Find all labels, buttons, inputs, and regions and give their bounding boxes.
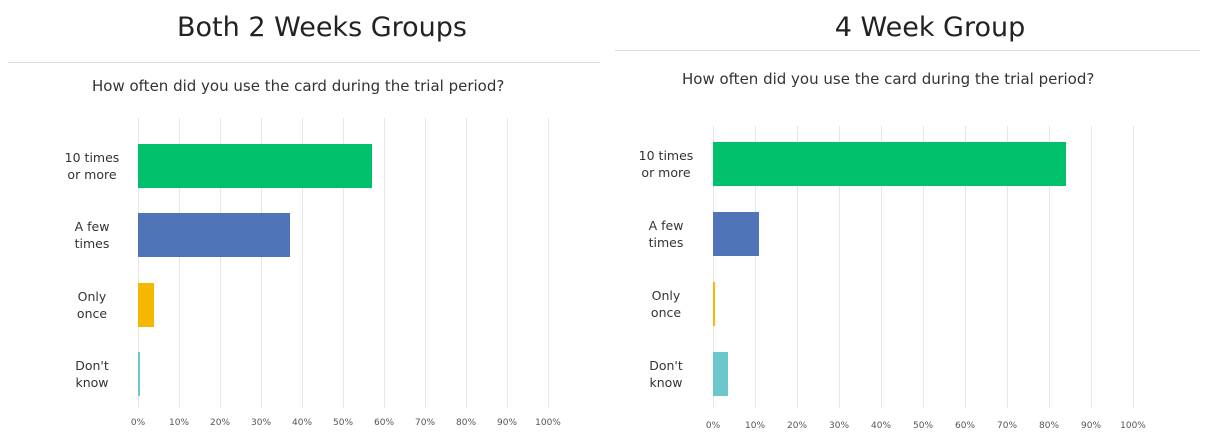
grid-line bbox=[261, 118, 262, 408]
grid-line bbox=[138, 118, 139, 408]
bar bbox=[713, 282, 716, 326]
grid-line bbox=[797, 126, 798, 408]
bar bbox=[713, 142, 1066, 186]
grid-line bbox=[220, 118, 221, 408]
grid-line bbox=[548, 118, 549, 408]
grid-line bbox=[839, 126, 840, 408]
x-tick-label: 40% bbox=[291, 418, 313, 428]
x-tick-label: 0% bbox=[705, 421, 721, 431]
grid-line bbox=[302, 118, 303, 408]
grid-line bbox=[507, 118, 508, 408]
x-tick-label: 70% bbox=[996, 421, 1018, 431]
x-tick-label: 50% bbox=[912, 421, 934, 431]
x-tick-label: 30% bbox=[250, 418, 272, 428]
category-label: Only once bbox=[76, 289, 108, 321]
grid-line bbox=[343, 118, 344, 408]
category-label: A few times bbox=[648, 218, 684, 250]
category-label: Don't know bbox=[649, 358, 683, 390]
grid-line bbox=[384, 118, 385, 408]
x-tick-label: 20% bbox=[209, 418, 231, 428]
x-tick-label: 60% bbox=[373, 418, 395, 428]
x-tick-label: 90% bbox=[1080, 421, 1102, 431]
chart-subtitle: How often did you use the card during th… bbox=[682, 70, 1095, 88]
x-tick-label: 0% bbox=[130, 418, 146, 428]
grid-line bbox=[1133, 126, 1134, 408]
x-tick-label: 70% bbox=[414, 418, 436, 428]
bar bbox=[713, 352, 728, 396]
grid-line bbox=[923, 126, 924, 408]
x-tick-label: 100% bbox=[535, 418, 561, 428]
category-label: Don't know bbox=[75, 358, 109, 390]
bar bbox=[713, 212, 760, 256]
grid-line bbox=[713, 126, 714, 408]
grid-line bbox=[881, 126, 882, 408]
x-tick-label: 30% bbox=[828, 421, 850, 431]
x-tick-label: 50% bbox=[332, 418, 354, 428]
x-tick-label: 90% bbox=[496, 418, 518, 428]
grid-line bbox=[425, 118, 426, 408]
grid-line bbox=[466, 118, 467, 408]
grid-line bbox=[179, 118, 180, 408]
category-label: Only once bbox=[650, 288, 682, 320]
category-label: 10 times or more bbox=[638, 148, 694, 180]
grid-line bbox=[965, 126, 966, 408]
chart-subtitle: How often did you use the card during th… bbox=[92, 77, 505, 95]
grid-line bbox=[1049, 126, 1050, 408]
grid-line bbox=[755, 126, 756, 408]
grid-line bbox=[1007, 126, 1008, 408]
x-tick-label: 20% bbox=[786, 421, 808, 431]
x-tick-label: 10% bbox=[744, 421, 766, 431]
x-tick-label: 80% bbox=[1038, 421, 1060, 431]
divider bbox=[615, 50, 1200, 51]
x-tick-label: 40% bbox=[870, 421, 892, 431]
chart-title: 4 Week Group bbox=[834, 12, 1026, 43]
divider bbox=[8, 62, 600, 63]
bar bbox=[138, 213, 290, 257]
category-label: A few times bbox=[74, 219, 110, 251]
bar bbox=[138, 352, 141, 396]
bar bbox=[138, 283, 155, 327]
grid-line bbox=[1091, 126, 1092, 408]
category-label: 10 times or more bbox=[64, 150, 120, 182]
x-tick-label: 100% bbox=[1120, 421, 1146, 431]
chart-title: Both 2 Weeks Groups bbox=[177, 12, 467, 43]
x-tick-label: 10% bbox=[168, 418, 190, 428]
x-tick-label: 80% bbox=[455, 418, 477, 428]
bar bbox=[138, 144, 372, 188]
x-tick-label: 60% bbox=[954, 421, 976, 431]
